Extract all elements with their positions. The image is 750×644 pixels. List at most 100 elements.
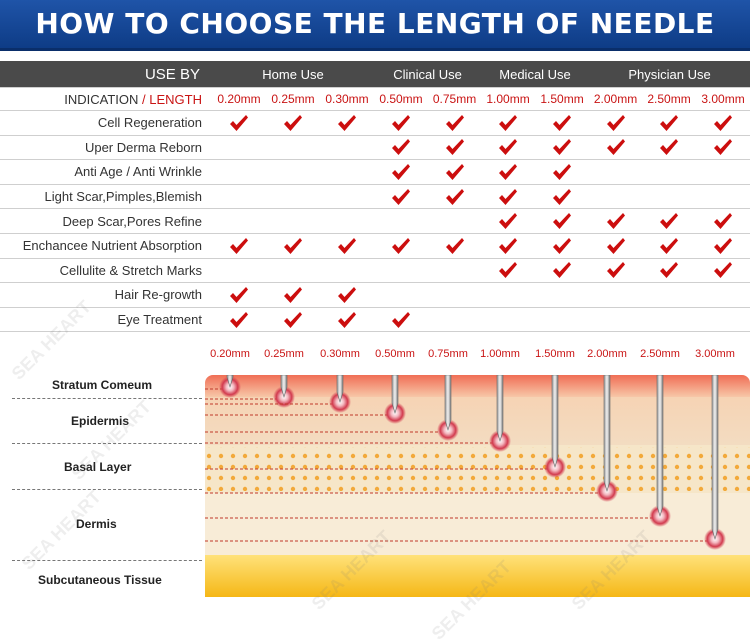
check-icon (660, 114, 679, 131)
check-cell (589, 208, 643, 234)
check-icon (499, 237, 518, 254)
layer-label-basal: Basal Layer (64, 460, 132, 474)
check-cell (589, 135, 643, 161)
needle-length-label-5: 1.00mm (480, 348, 520, 360)
empty-cell (535, 307, 590, 333)
indication-row: Anti Age / Anti Wrinkle (0, 159, 750, 185)
layer-divider (12, 443, 202, 444)
empty-cell (589, 184, 643, 210)
check-cell (642, 233, 697, 259)
layer-divider (12, 489, 202, 490)
check-cell (696, 110, 750, 136)
check-cell (535, 135, 590, 161)
empty-cell (481, 282, 536, 308)
check-cell (320, 110, 375, 136)
check-icon (445, 139, 464, 156)
title-banner: HOW TO CHOOSE THE LENGTH OF NEEDLE (0, 0, 750, 51)
empty-cell (589, 282, 643, 308)
check-cell (428, 135, 482, 161)
check-icon (714, 262, 733, 279)
indication-name: Anti Age / Anti Wrinkle (0, 159, 212, 185)
check-icon (499, 262, 518, 279)
needle-length-label-6: 1.50mm (535, 348, 575, 360)
check-cell (320, 307, 375, 333)
check-icon (606, 262, 625, 279)
check-icon (553, 163, 572, 180)
layer-label-epidermis: Epidermis (71, 414, 130, 428)
check-cell (642, 258, 697, 284)
check-cell (266, 307, 320, 333)
indication-row: Cell Regeneration (0, 110, 750, 136)
check-cell (212, 233, 266, 259)
subcutaneous-layer (205, 555, 750, 597)
check-icon (445, 114, 464, 131)
length-label: LENGTH (149, 91, 202, 107)
check-cell (374, 159, 429, 185)
check-icon (445, 163, 464, 180)
empty-cell (266, 184, 320, 210)
check-cell (535, 208, 590, 234)
check-cell (535, 159, 590, 185)
use-by-label: USE BY (0, 61, 212, 88)
check-cell (481, 208, 536, 234)
check-icon (392, 188, 411, 205)
length-header-8: 2.50mm (642, 87, 697, 111)
indication-name: Hair Re-growth (0, 282, 212, 308)
needle-length-label-7: 2.00mm (587, 348, 627, 360)
check-icon (553, 114, 572, 131)
indication-name: Cell Regeneration (0, 110, 212, 136)
check-cell (212, 282, 266, 308)
check-cell (481, 159, 536, 185)
empty-cell (320, 258, 375, 284)
check-cell (696, 208, 750, 234)
check-icon (230, 114, 248, 131)
check-icon (606, 139, 625, 156)
check-cell (374, 184, 429, 210)
check-cell (535, 184, 590, 210)
length-header-2: 0.30mm (320, 87, 375, 111)
empty-cell (320, 208, 375, 234)
empty-cell (696, 282, 750, 308)
check-cell (696, 258, 750, 284)
indication-name: Uper Derma Reborn (0, 135, 212, 161)
layer-divider (12, 398, 202, 399)
check-icon (445, 237, 464, 254)
check-cell (589, 258, 643, 284)
check-icon (553, 262, 572, 279)
needle-icon (336, 375, 344, 404)
needle-icon (226, 375, 234, 389)
indication-name: Cellulite & Stretch Marks (0, 258, 212, 284)
empty-cell (320, 159, 375, 185)
empty-cell (535, 282, 590, 308)
check-cell (428, 110, 482, 136)
length-header-6: 1.50mm (535, 87, 590, 111)
needle-length-label-1: 0.25mm (264, 348, 304, 360)
empty-cell (589, 307, 643, 333)
needle-icon (280, 375, 288, 399)
check-icon (606, 237, 625, 254)
indication-row: Uper Derma Reborn (0, 135, 750, 161)
check-cell (481, 258, 536, 284)
check-icon (392, 237, 411, 254)
check-cell (642, 208, 697, 234)
check-icon (338, 237, 356, 254)
needle-length-label-8: 2.50mm (640, 348, 680, 360)
check-icon (499, 188, 518, 205)
check-cell (535, 258, 590, 284)
empty-cell (642, 184, 697, 210)
needle-length-label-9: 3.00mm (695, 348, 735, 360)
skin-layers-svg (205, 375, 750, 597)
check-icon (606, 114, 625, 131)
layer-label-stratum: Stratum Comeum (52, 378, 153, 392)
empty-cell (428, 282, 482, 308)
check-cell (266, 282, 320, 308)
indication-name: Enchancee Nutrient Absorption (0, 233, 212, 259)
check-cell (428, 233, 482, 259)
check-cell (696, 233, 750, 259)
empty-cell (428, 307, 482, 333)
needle-icon (656, 375, 664, 518)
indication-name: Eye Treatment (0, 307, 212, 333)
layer-divider (12, 560, 202, 561)
check-cell (266, 110, 320, 136)
page-title: HOW TO CHOOSE THE LENGTH OF NEEDLE (35, 7, 715, 40)
